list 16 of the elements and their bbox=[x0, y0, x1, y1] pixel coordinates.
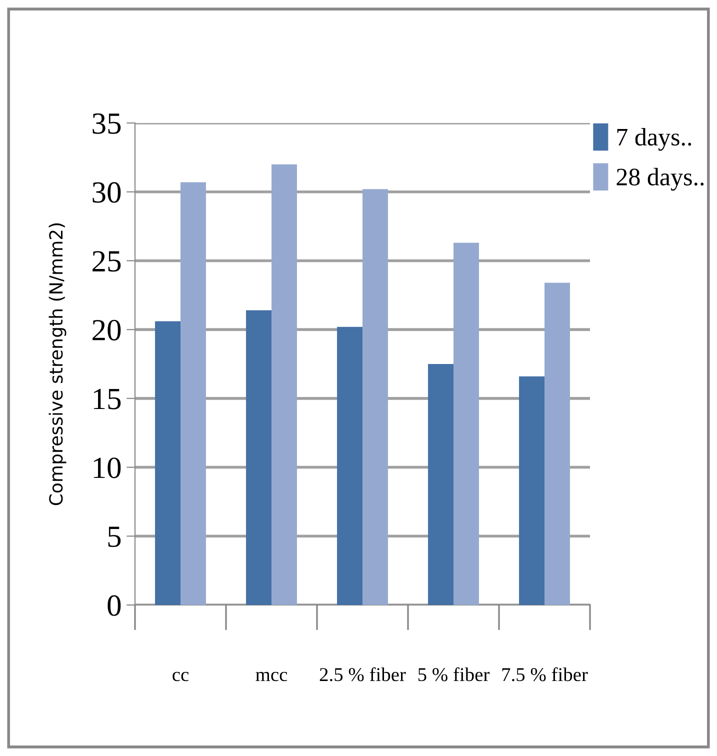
y-tick-label: 25 bbox=[92, 251, 121, 272]
y-tick-label: 20 bbox=[92, 320, 121, 340]
x-tick-label: 5 % fiber bbox=[418, 667, 490, 682]
y-tick-label: 35 bbox=[92, 113, 121, 134]
y-tick-label: 10 bbox=[94, 458, 121, 478]
legend-label: 7 days.. bbox=[617, 128, 692, 151]
x-tick-label: mcc bbox=[256, 672, 288, 682]
y-tick-label: 0 bbox=[108, 595, 121, 616]
x-tick-label: cc bbox=[172, 672, 189, 682]
y-tick-label: 30 bbox=[92, 182, 121, 203]
legend-label: 28 days.. bbox=[616, 168, 704, 191]
x-tick-label: 2.5 % fiber bbox=[320, 667, 406, 682]
y-tick-label: 15 bbox=[94, 388, 121, 410]
y-axis-title: Compressive strength (N/mm2) bbox=[48, 223, 66, 506]
y-tick-label: 5 bbox=[108, 526, 121, 548]
x-tick-label: 7.5 % fiber bbox=[502, 667, 588, 682]
